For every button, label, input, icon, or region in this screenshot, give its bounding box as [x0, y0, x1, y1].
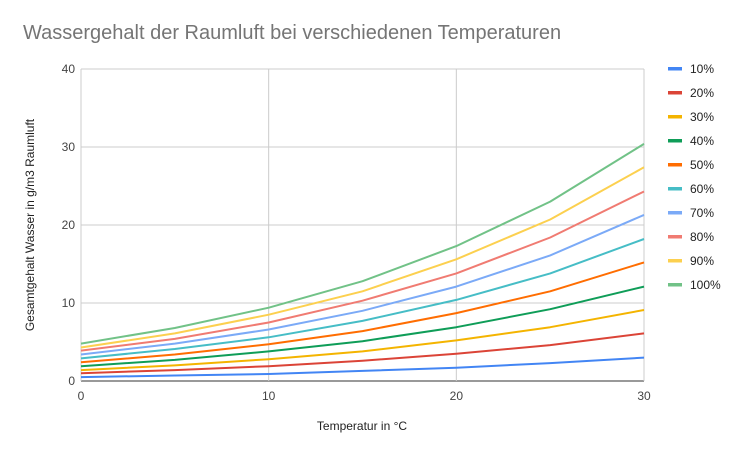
x-axis-title: Temperatur in °C — [317, 419, 407, 433]
legend-label: 70% — [690, 206, 714, 220]
chart-title: Wassergehalt der Raumluft bei verschiede… — [23, 22, 562, 44]
legend-item: 30% — [668, 110, 714, 124]
legend-label: 100% — [690, 278, 721, 292]
x-tick-label: 30 — [637, 389, 651, 403]
legend-swatch — [668, 163, 682, 167]
legend-swatch — [668, 67, 682, 71]
legend-swatch — [668, 259, 682, 263]
series-line-70pct — [80, 213, 645, 356]
legend-label: 10% — [690, 62, 714, 76]
y-tick-label: 10 — [62, 296, 76, 310]
series-line-100pct — [80, 143, 645, 345]
series-line-50pct — [80, 261, 645, 364]
legend-swatch — [668, 187, 682, 191]
y-axis-title: Gesamtgehalt Wasser in g/m3 Raumluft — [23, 118, 37, 331]
legend-item: 100% — [668, 278, 721, 292]
legend-item: 90% — [668, 254, 714, 268]
x-tick-label: 10 — [262, 389, 276, 403]
series-line-90pct — [80, 166, 645, 349]
legend-item: 40% — [668, 134, 714, 148]
legend-swatch — [668, 211, 682, 215]
y-tick-label: 40 — [62, 62, 76, 76]
x-tick-label: 0 — [78, 389, 85, 403]
series-line-10pct — [80, 356, 645, 379]
series-line-20pct — [80, 332, 645, 375]
legend-swatch — [668, 283, 682, 287]
legend-label: 60% — [690, 182, 714, 196]
legend-swatch — [668, 91, 682, 95]
x-tick-label: 20 — [450, 389, 464, 403]
legend-item: 10% — [668, 62, 714, 76]
legend-item: 60% — [668, 182, 714, 196]
legend-item: 50% — [668, 158, 714, 172]
legend-item: 70% — [668, 206, 714, 220]
legend-label: 30% — [690, 110, 714, 124]
legend-swatch — [668, 235, 682, 239]
legend-swatch — [668, 115, 682, 119]
series-line-40pct — [80, 285, 645, 368]
legend: 10% 20% 30% 40% 50% 60% 70% 80% 90% 100% — [668, 62, 721, 292]
legend-item: 20% — [668, 86, 714, 100]
legend-item: 80% — [668, 230, 714, 244]
grid-lines — [80, 68, 645, 382]
y-tick-label: 20 — [62, 218, 76, 232]
legend-label: 80% — [690, 230, 714, 244]
legend-swatch — [668, 139, 682, 143]
legend-label: 90% — [690, 254, 714, 268]
series-line-60pct — [80, 238, 645, 360]
y-axis-ticks: 0 10 20 30 40 — [62, 62, 76, 388]
legend-label: 20% — [690, 86, 714, 100]
legend-label: 50% — [690, 158, 714, 172]
series-line-30pct — [80, 309, 645, 372]
y-tick-label: 0 — [68, 374, 75, 388]
y-tick-label: 30 — [62, 140, 76, 154]
series-line-80pct — [80, 190, 645, 352]
x-axis-ticks: 0 10 20 30 — [78, 389, 651, 403]
legend-label: 40% — [690, 134, 714, 148]
series-lines — [80, 143, 645, 379]
